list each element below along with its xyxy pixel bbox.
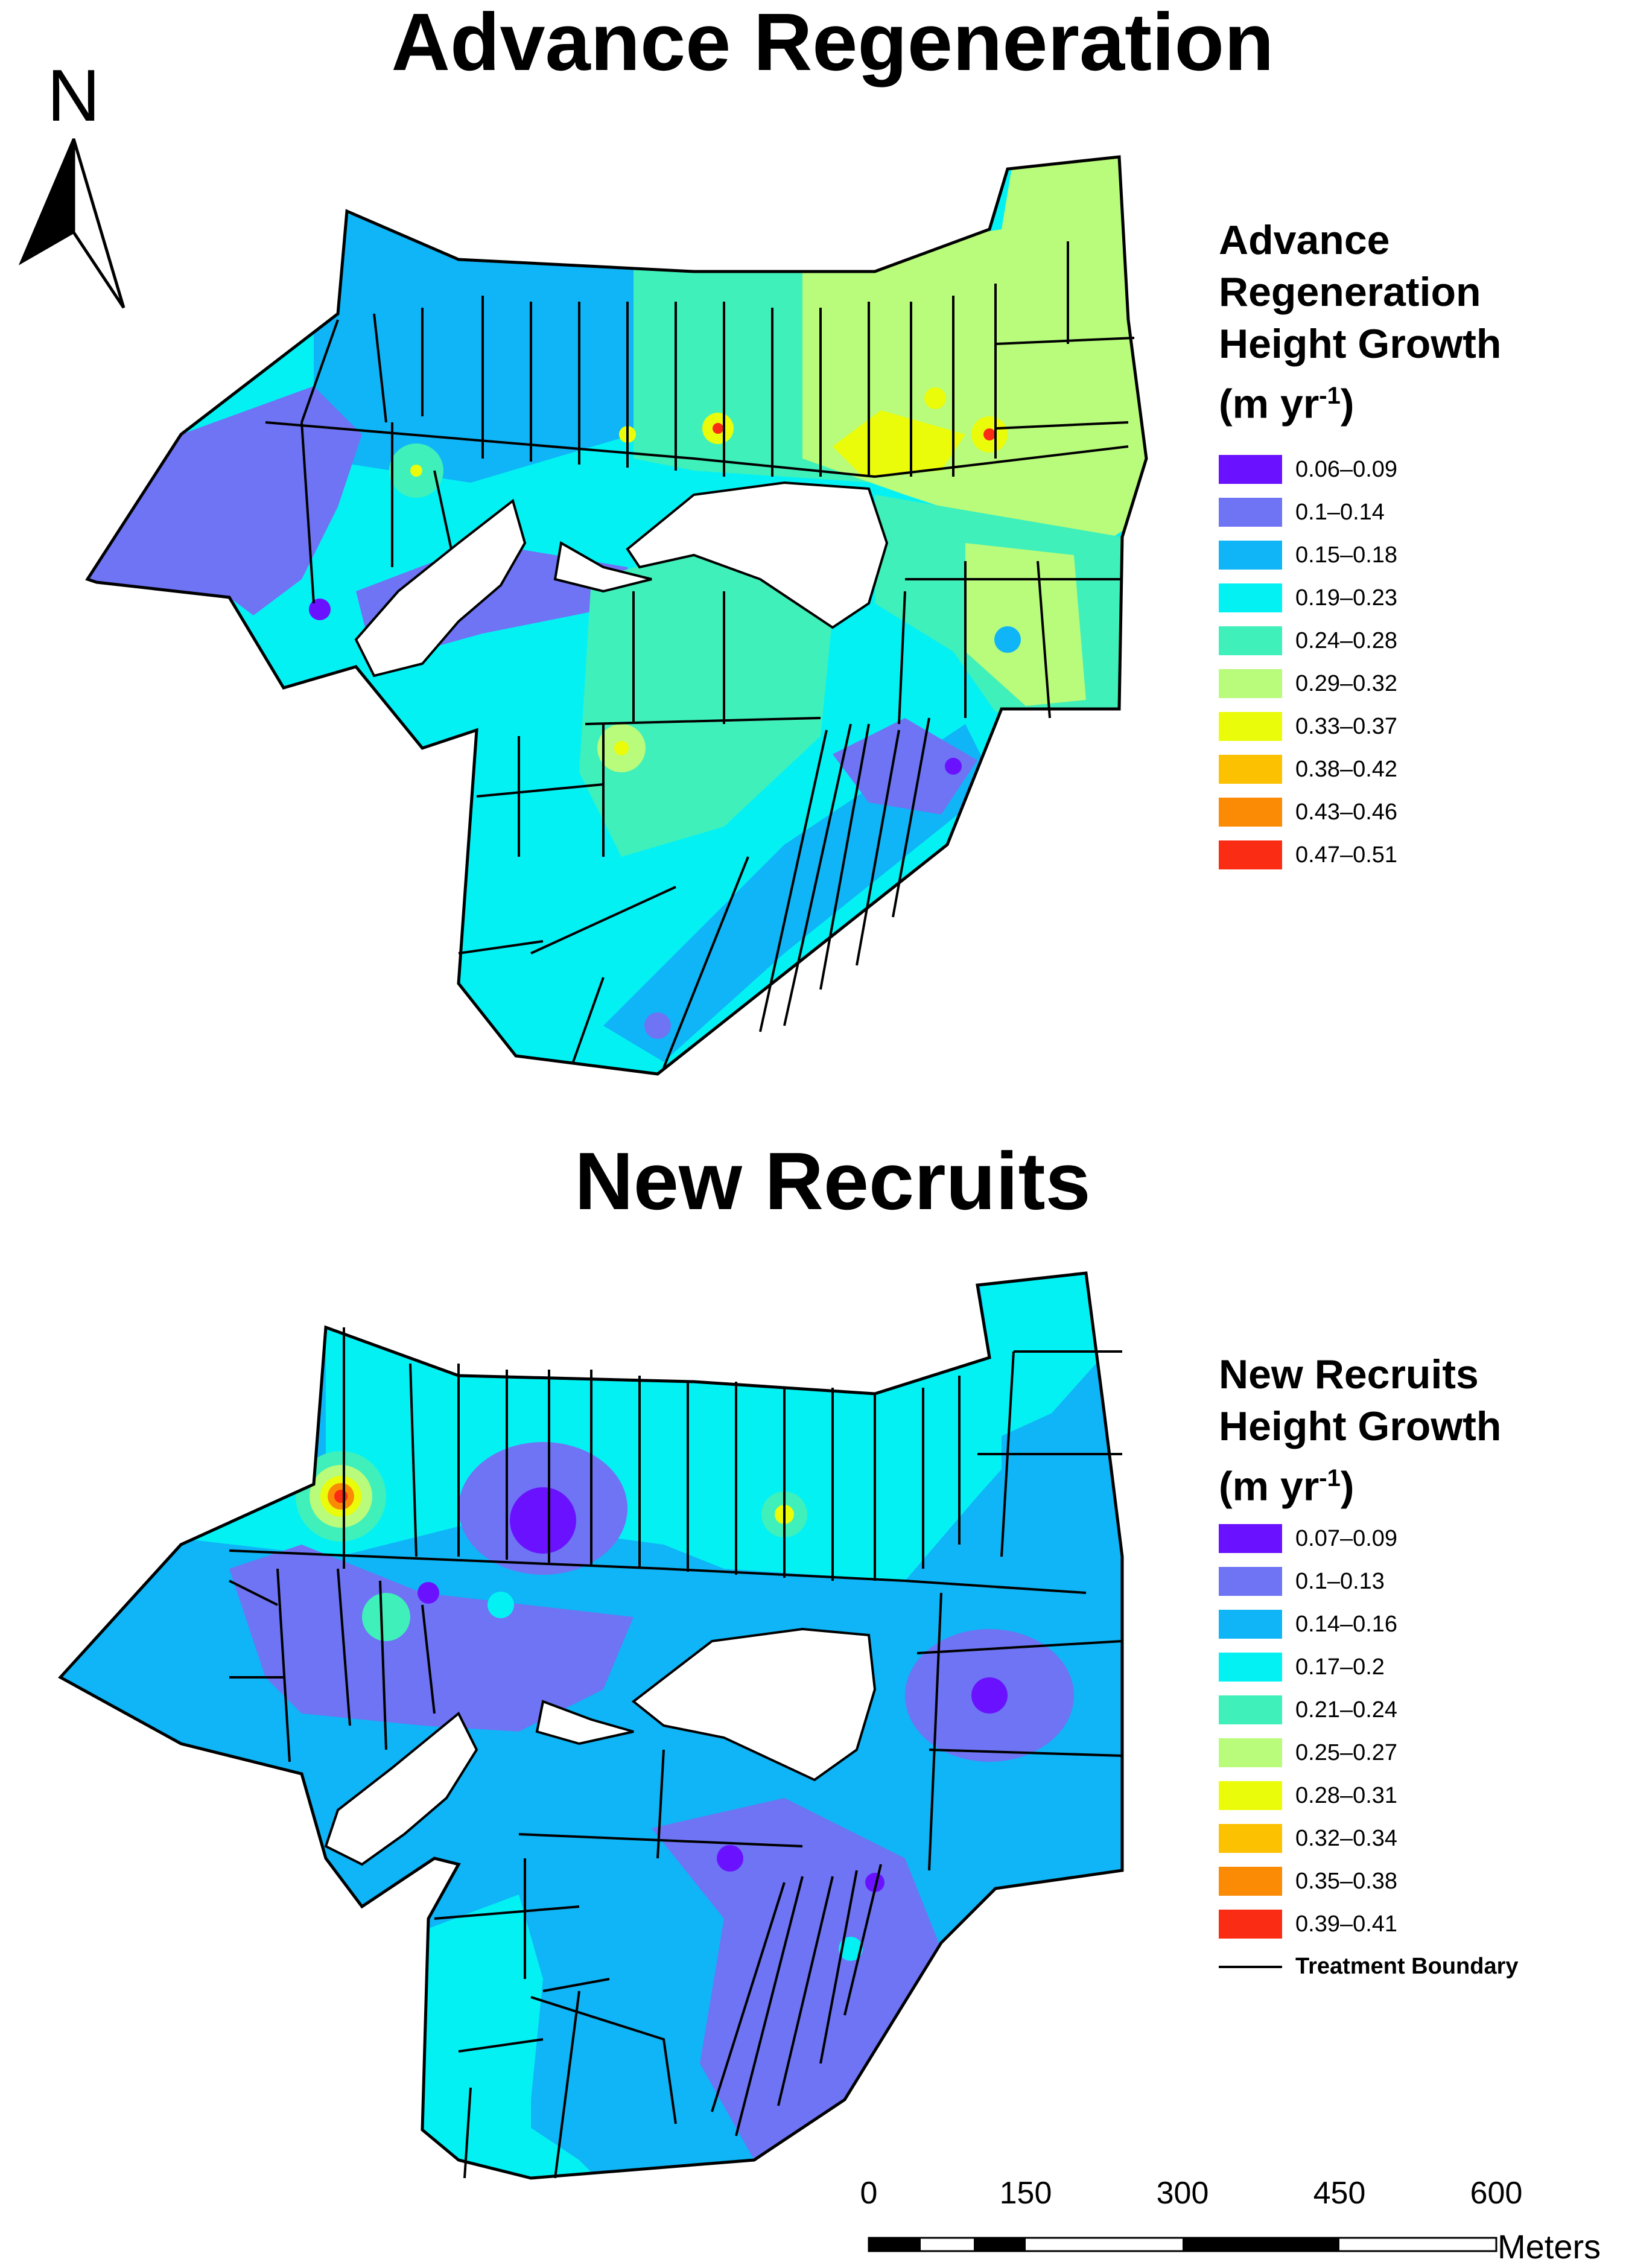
scale-units-label: Meters	[1497, 2228, 1601, 2266]
lake-central	[626, 481, 889, 629]
legend-label: 0.38–0.42	[1295, 756, 1398, 782]
legend-label: 0.15–0.18	[1295, 542, 1398, 568]
legend-label: 0.47–0.51	[1295, 842, 1398, 868]
legend-advance-regeneration: Advance Regeneration Height Growth (m yr…	[1219, 214, 1501, 877]
legend-item: 0.14–0.16	[1219, 1603, 1519, 1646]
legend-item: 0.19–0.23	[1219, 577, 1501, 620]
legend-item: 0.35–0.38	[1219, 1860, 1519, 1903]
lake-west-2	[324, 1711, 478, 1866]
legend-swatch	[1219, 455, 1282, 484]
scale-tick-label: 300	[1156, 2176, 1209, 2211]
legend-item: 0.33–0.37	[1219, 705, 1501, 748]
scale-tick-label: 600	[1470, 2176, 1523, 2211]
scale-bar-segments	[868, 2237, 1497, 2252]
legend-item: 0.21–0.24	[1219, 1689, 1519, 1732]
legend-label: 0.21–0.24	[1295, 1697, 1398, 1723]
advance-regeneration-map	[0, 121, 1207, 1086]
legend-item: 0.32–0.34	[1219, 1817, 1519, 1860]
legend-label: 0.35–0.38	[1295, 1868, 1398, 1894]
legend-label: 0.1–0.14	[1295, 499, 1385, 525]
legend-swatch	[1219, 1610, 1282, 1639]
legend-item: 0.38–0.42	[1219, 748, 1501, 791]
legend-item: 0.47–0.51	[1219, 834, 1501, 877]
legend-swatch	[1219, 1738, 1282, 1768]
legend-label: 0.24–0.28	[1295, 627, 1398, 653]
legend-label: 0.28–0.31	[1295, 1782, 1398, 1808]
north-arrow-icon	[18, 138, 125, 309]
legend-item: 0.06–0.09	[1219, 448, 1501, 491]
legend-items: 0.06–0.09 0.1–0.14 0.15–0.18 0.19–0.23 0.24–…	[1219, 448, 1501, 877]
scale-tick-label: 450	[1313, 2176, 1366, 2211]
lake-central-2	[631, 1627, 877, 1782]
legend-item: 0.28–0.31	[1219, 1774, 1519, 1817]
legend-item: 0.1–0.14	[1219, 491, 1501, 534]
legend-swatch	[1219, 755, 1282, 784]
legend-label: 0.32–0.34	[1295, 1825, 1398, 1851]
scale-tick-label: 150	[999, 2176, 1052, 2211]
legend-swatch	[1219, 1567, 1282, 1596]
legend-label: 0.43–0.46	[1295, 799, 1398, 825]
legend-item: 0.24–0.28	[1219, 620, 1501, 662]
legend-boundary-row: Treatment Boundary	[1219, 1946, 1519, 1988]
legend-label: 0.14–0.16	[1295, 1611, 1398, 1637]
legend-swatch	[1219, 1653, 1282, 1682]
legend-item: 0.25–0.27	[1219, 1732, 1519, 1774]
map-title-new-recruits: New Recruits	[574, 1136, 1091, 1227]
boundary-line-symbol	[1219, 1965, 1282, 1968]
legend-swatch	[1219, 712, 1282, 742]
legend-swatch	[1219, 583, 1282, 613]
treatment-boundaries-top	[265, 241, 1135, 1069]
legend-new-recruits: New Recruits Height Growth (m yr-1) 0.07…	[1219, 1348, 1519, 1988]
legend-swatch	[1219, 1824, 1282, 1853]
legend-swatch	[1219, 626, 1282, 656]
legend-label: 0.25–0.27	[1295, 1739, 1398, 1765]
scale-bar: 0 150 300 450 600 Meters	[839, 2175, 1623, 2268]
legend-label: 0.07–0.09	[1295, 1525, 1398, 1551]
legend-label: 0.39–0.41	[1295, 1911, 1398, 1937]
legend-item: 0.15–0.18	[1219, 534, 1501, 577]
lake-west	[354, 498, 527, 678]
new-recruits-map	[0, 1255, 1207, 2196]
legend-items: 0.07–0.09 0.1–0.13 0.14–0.16 0.17–0.2 0.21–0…	[1219, 1517, 1519, 1946]
legend-item: 0.1–0.13	[1219, 1560, 1519, 1603]
legend-swatch	[1219, 498, 1282, 527]
legend-label: 0.06–0.09	[1295, 456, 1398, 482]
legend-swatch	[1219, 1781, 1282, 1811]
legend-item: 0.07–0.09	[1219, 1517, 1519, 1560]
legend-label: 0.19–0.23	[1295, 585, 1398, 611]
legend-swatch	[1219, 840, 1282, 870]
legend-title: Advance Regeneration Height Growth (m yr…	[1219, 217, 1502, 427]
map-title-advance-regeneration: Advance Regeneration	[391, 0, 1274, 87]
legend-item: 0.43–0.46	[1219, 791, 1501, 834]
legend-swatch	[1219, 1695, 1282, 1725]
legend-swatch	[1219, 1910, 1282, 1939]
legend-item: 0.29–0.32	[1219, 662, 1501, 705]
boundary-label: Treatment Boundary	[1295, 1954, 1519, 1980]
legend-item: 0.17–0.2	[1219, 1646, 1519, 1689]
legend-swatch	[1219, 1867, 1282, 1896]
legend-item: 0.39–0.41	[1219, 1903, 1519, 1946]
scale-tick-label: 0	[860, 2176, 878, 2211]
legend-swatch	[1219, 669, 1282, 699]
legend-label: 0.17–0.2	[1295, 1654, 1385, 1680]
legend-label: 0.1–0.13	[1295, 1568, 1385, 1594]
north-arrow-label: N	[47, 54, 101, 136]
legend-title: New Recruits Height Growth (m yr-1)	[1219, 1352, 1502, 1510]
legend-label: 0.33–0.37	[1295, 713, 1398, 739]
legend-label: 0.29–0.32	[1295, 670, 1398, 696]
treatment-boundaries-bottom	[229, 1327, 1123, 2179]
legend-swatch	[1219, 1524, 1282, 1554]
legend-swatch	[1219, 541, 1282, 570]
legend-swatch	[1219, 798, 1282, 827]
